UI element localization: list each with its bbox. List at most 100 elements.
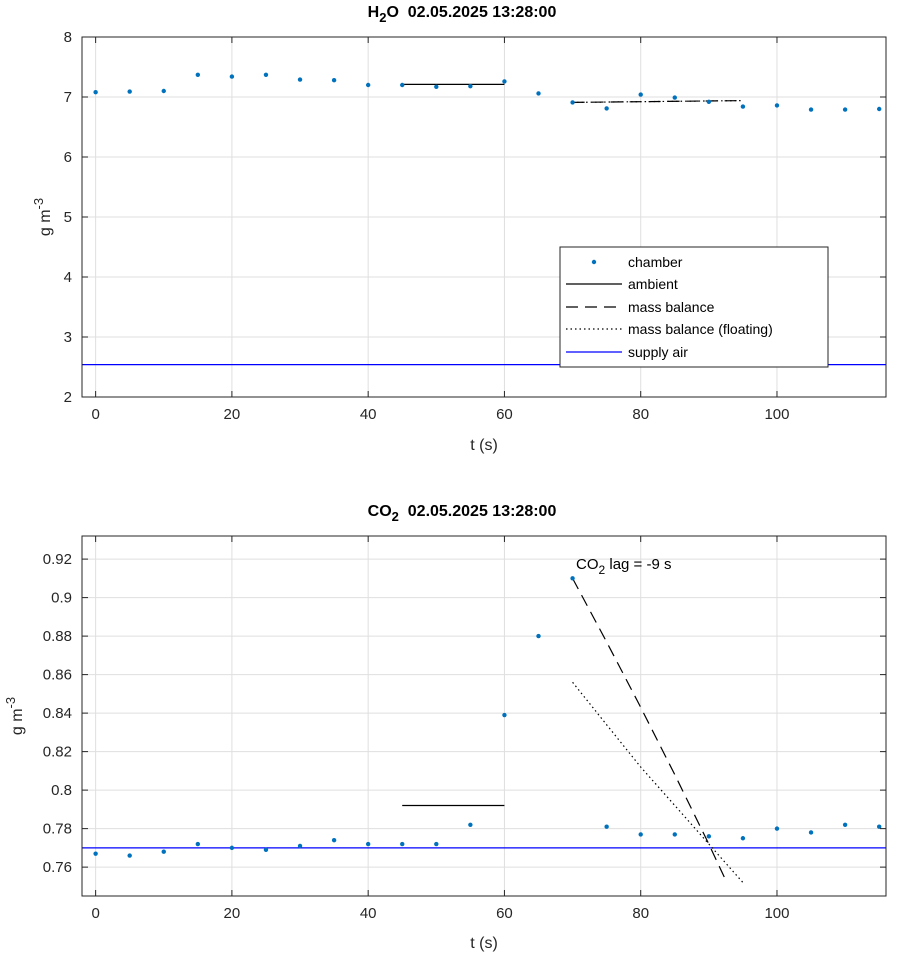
co2-chamber-point — [161, 849, 166, 854]
h2o-chamber-series — [93, 72, 882, 112]
h2o-y-tick-label: 7 — [64, 89, 72, 106]
co2-lag-annotation: CO2 lag = -9 s — [576, 556, 671, 577]
co2-x-tick-label: 0 — [91, 905, 99, 922]
co2-chamber-point — [195, 841, 201, 847]
co2-chamber-point — [570, 576, 575, 581]
legend-supply-air-label: supply air — [628, 344, 688, 360]
co2-chamber-point — [434, 841, 439, 847]
h2o-chamber-point — [229, 74, 235, 79]
h2o-y-tick-label: 4 — [64, 269, 72, 286]
co2-x-tick-label: 40 — [360, 905, 377, 922]
legend-chamber-label: chamber — [628, 254, 683, 270]
h2o-chamber-point — [536, 91, 541, 96]
co2-y-tick-label: 0.76 — [43, 859, 72, 876]
co2-y-tick-label: 0.88 — [43, 628, 72, 645]
legend-mass-balance-label: mass balance — [628, 299, 715, 315]
co2-chamber-point — [127, 853, 132, 858]
h2o-y-tick-label: 2 — [64, 389, 72, 406]
h2o-chamber-point — [127, 89, 132, 94]
h2o-chamber-point — [638, 92, 643, 97]
co2-chamber-point — [774, 826, 780, 831]
co2-y-tick-label: 0.9 — [51, 590, 72, 607]
h2o-chamber-point — [876, 106, 882, 112]
h2o-chamber-point — [740, 104, 746, 109]
h2o-chamber-point — [331, 78, 337, 83]
h2o-y-tick-label: 6 — [64, 149, 72, 166]
co2-chamber-point — [400, 841, 405, 847]
legend-ambient-label: ambient — [628, 276, 678, 292]
h2o-chamber-point — [774, 103, 780, 108]
h2o-x-tick-label: 80 — [632, 406, 649, 423]
co2-grid — [82, 536, 886, 896]
h2o-chamber-point — [468, 84, 473, 89]
co2-chamber-point — [672, 832, 677, 837]
co2-y-tick-label: 0.78 — [43, 821, 72, 838]
h2o-y-tick-label: 5 — [64, 209, 72, 226]
h2o-mass-balance-line — [572, 100, 743, 103]
h2o-chamber-point — [93, 90, 98, 95]
co2-ticks: 0 20 40 60 80 100 0.76 0.78 0.8 0.82 0.84 0.86 0.88 0… — [43, 536, 886, 922]
h2o-chamber-point — [400, 82, 405, 88]
co2-x-axis-label: t (s) — [470, 935, 498, 952]
co2-chamber-point — [93, 851, 98, 856]
h2o-x-tick-label: 40 — [360, 406, 377, 423]
co2-x-tick-label: 80 — [632, 905, 649, 922]
co2-chamber-point — [263, 847, 269, 852]
h2o-y-tick-label: 3 — [64, 329, 72, 346]
co2-chamber-point — [468, 822, 473, 827]
co2-y-tick-label: 0.86 — [43, 667, 72, 684]
co2-x-tick-label: 20 — [224, 905, 241, 922]
h2o-y-tick-label: 8 — [64, 29, 72, 46]
co2-y-tick-label: 0.8 — [51, 782, 72, 799]
co2-fit-lines — [402, 578, 744, 883]
h2o-chamber-point — [263, 72, 269, 78]
co2-chamber-point — [229, 845, 235, 851]
co2-chamber-point — [536, 633, 541, 639]
co2-chamber-point — [842, 822, 848, 827]
h2o-chamber-point — [297, 77, 303, 82]
co2-chamber-point — [706, 834, 712, 839]
h2o-chamber-point — [161, 88, 166, 94]
co2-mass-balance-line — [572, 578, 727, 881]
h2o-x-tick-label: 60 — [496, 406, 513, 423]
h2o-chamber-point — [434, 84, 439, 90]
h2o-chamber-point — [502, 79, 507, 84]
h2o-x-tick-label: 20 — [224, 406, 241, 423]
co2-chamber-series — [93, 576, 882, 858]
co2-chamber-point — [297, 843, 303, 849]
h2o-chart-title: H2O 02.05.2025 13:28:00 — [368, 4, 557, 25]
legend-mass-balance-floating-label: mass balance (floating) — [628, 321, 773, 337]
co2-y-tick-label: 0.82 — [43, 744, 72, 761]
co2-chamber-point — [876, 824, 882, 829]
h2o-chamber-point — [604, 106, 609, 111]
co2-panel: 0 20 40 60 80 100 0.76 0.78 0.8 0.82 0.84 0.86 0.88 0… — [3, 503, 887, 952]
co2-y-tick-label: 0.92 — [43, 551, 72, 568]
h2o-ticks: 0 20 40 60 80 100 2 3 4 5 6 7 8 — [64, 29, 886, 423]
h2o-y-axis-label: g m-3 — [31, 198, 54, 236]
co2-x-tick-label: 100 — [764, 905, 789, 922]
h2o-x-axis-label: t (s) — [470, 437, 498, 454]
h2o-x-tick-label: 0 — [91, 406, 99, 423]
co2-plot-area — [82, 536, 886, 896]
co2-x-tick-label: 60 — [496, 905, 513, 922]
co2-axes-frame — [81, 535, 887, 897]
legend-chamber-marker — [591, 259, 597, 265]
co2-mass-balance-floating-line — [572, 681, 744, 883]
co2-chart-title: CO2 02.05.2025 13:28:00 — [368, 503, 557, 524]
h2o-chamber-point — [570, 100, 575, 105]
co2-y-tick-label: 0.84 — [43, 705, 72, 722]
co2-chamber-point — [740, 836, 746, 841]
h2o-chamber-point — [672, 95, 677, 100]
h2o-chamber-point — [365, 82, 371, 88]
h2o-panel: 0 20 40 60 80 100 2 3 4 5 6 7 8 H2O 02.05.2025 13:28… — [31, 4, 887, 454]
h2o-chamber-point — [842, 107, 848, 112]
h2o-chamber-point — [195, 72, 201, 78]
h2o-fit-lines — [402, 83, 743, 103]
h2o-x-tick-label: 100 — [764, 406, 789, 423]
h2o-chamber-point — [706, 99, 712, 105]
co2-chamber-point — [638, 832, 643, 837]
co2-y-axis-label: g m-3 — [3, 697, 26, 735]
legend: chamber ambient mass balance mass balanc… — [559, 246, 829, 368]
co2-chamber-point — [502, 712, 507, 718]
